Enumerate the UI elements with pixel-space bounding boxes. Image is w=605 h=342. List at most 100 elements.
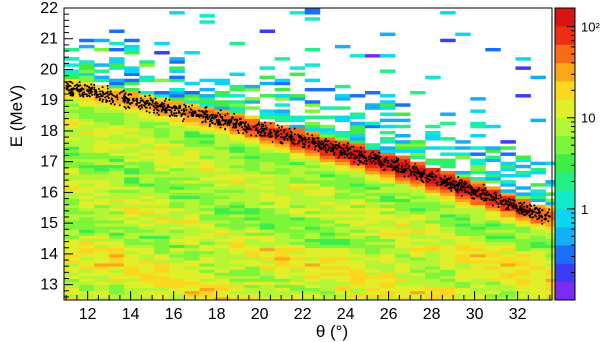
heatmap-bin (440, 152, 456, 156)
heatmap-bin (64, 186, 80, 190)
heatmap-bin (364, 247, 381, 252)
heatmap-bin (515, 173, 531, 178)
heatmap-bin (259, 260, 276, 264)
x-tick-label: 22 (294, 306, 312, 323)
heatmap-bin (274, 207, 291, 212)
heatmap-bin (139, 272, 155, 276)
data-point (361, 155, 364, 158)
data-point (200, 114, 203, 117)
colorbar-segment (555, 245, 575, 264)
heatmap-bin (274, 195, 291, 199)
data-point (330, 149, 333, 152)
heatmap-bin (364, 229, 381, 233)
heatmap-bin (304, 183, 321, 187)
heatmap-bin (334, 281, 351, 286)
heatmap-bin (485, 232, 501, 236)
heatmap-bin (515, 223, 531, 227)
heatmap-bin (274, 189, 291, 193)
heatmap-bin (139, 90, 155, 95)
heatmap-bin (109, 155, 125, 160)
heatmap-bin (395, 263, 411, 267)
data-point (235, 122, 238, 125)
heatmap-bin (395, 124, 411, 129)
heatmap-bin (289, 287, 306, 292)
heatmap-bin (500, 287, 516, 292)
heatmap-bin (515, 57, 531, 61)
data-point (270, 135, 273, 138)
heatmap-bin (274, 170, 291, 175)
data-point (499, 194, 502, 197)
heatmap-bin (545, 293, 561, 298)
data-point (210, 117, 213, 120)
heatmap-bin (214, 183, 230, 187)
heatmap-bin (274, 130, 291, 135)
heatmap-bin (380, 192, 396, 196)
heatmap-bin (425, 161, 441, 166)
heatmap-bin (349, 198, 366, 203)
heatmap-bin (364, 269, 381, 273)
heatmap-bin (214, 290, 230, 295)
heatmap-bin (94, 183, 110, 187)
heatmap-bin (244, 275, 261, 279)
heatmap-bin (334, 189, 351, 193)
heatmap-bin (244, 293, 261, 298)
data-point (534, 208, 537, 211)
heatmap-bin (244, 241, 261, 246)
heatmap-bin (184, 130, 200, 135)
heatmap-bin (139, 173, 155, 178)
heatmap-bin (455, 247, 471, 252)
heatmap-bin (425, 201, 441, 206)
data-point (541, 209, 544, 212)
heatmap-bin (304, 260, 321, 264)
heatmap-bin (545, 223, 561, 227)
data-point (364, 156, 367, 159)
data-point (520, 212, 523, 215)
heatmap-bin (109, 263, 125, 267)
heatmap-bin (64, 284, 80, 289)
data-point (306, 132, 309, 135)
heatmap-bin (229, 84, 245, 89)
heatmap-bin (244, 253, 261, 258)
data-point (337, 156, 340, 159)
heatmap-bin (545, 217, 561, 221)
heatmap-bin (199, 149, 215, 153)
data-point (175, 112, 178, 115)
data-point (365, 159, 368, 162)
heatmap-bin (64, 269, 80, 273)
heatmap-bin (304, 121, 321, 126)
heatmap-bin (274, 158, 291, 163)
heatmap-bin (214, 149, 230, 153)
heatmap-bin (334, 137, 351, 141)
heatmap-bin (410, 201, 426, 206)
heatmap-bin (124, 90, 140, 95)
data-point (206, 113, 209, 116)
heatmap-bin (515, 155, 531, 160)
data-point (116, 96, 119, 99)
heatmap-bin (364, 284, 381, 289)
heatmap-bin (410, 186, 426, 190)
heatmap-bin (169, 281, 185, 286)
heatmap-bin (154, 51, 170, 55)
heatmap-bin (440, 189, 456, 193)
heatmap-bin (154, 263, 170, 267)
heatmap-bin (154, 232, 170, 236)
data-point (156, 111, 159, 114)
heatmap-bin (79, 281, 95, 286)
heatmap-bin (109, 281, 125, 286)
heatmap-bin (485, 158, 501, 163)
data-point (426, 177, 429, 180)
heatmap-bin (214, 164, 230, 169)
heatmap-bin (244, 266, 261, 270)
heatmap-bin (64, 238, 80, 242)
data-point (127, 105, 130, 108)
heatmap-bin (470, 180, 486, 184)
heatmap-bin (124, 186, 140, 190)
heatmap-bin (274, 198, 291, 203)
heatmap-bin (94, 90, 110, 95)
data-point (404, 164, 407, 167)
heatmap-bin (169, 186, 185, 190)
data-point (312, 138, 315, 141)
data-point (427, 178, 430, 181)
data-point (146, 99, 149, 102)
colorbar-segment (555, 208, 575, 228)
